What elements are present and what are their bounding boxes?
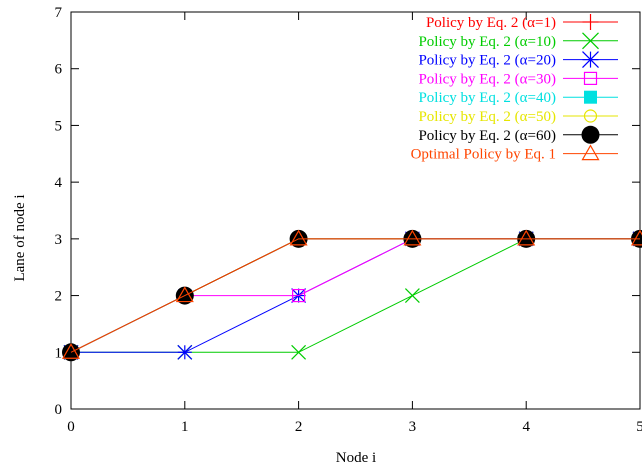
star-marker	[177, 344, 193, 360]
circle-marker	[581, 125, 600, 144]
star-marker	[582, 51, 599, 69]
circle-marker	[583, 109, 598, 123]
cross-marker	[582, 32, 599, 50]
y-tick-label: 2	[55, 289, 63, 305]
x-axis-label: Node i	[336, 450, 376, 466]
legend-item: Policy by Eq. 2 (α=60)	[418, 125, 618, 144]
triangle-marker	[175, 286, 194, 303]
legend-item: Policy by Eq. 2 (α=50)	[418, 109, 618, 125]
triangle-marker	[289, 229, 308, 246]
y-tick-label: 3	[55, 232, 63, 248]
legend-item: Policy by Eq. 2 (α=10)	[418, 32, 618, 50]
y-tick-label: 0	[55, 402, 63, 418]
legend-label: Optimal Policy by Eq. 1	[411, 147, 556, 163]
legend-item: Optimal Policy by Eq. 1	[411, 144, 618, 163]
legend-label: Policy by Eq. 2 (α=60)	[418, 128, 556, 144]
x-tick-label: 4	[522, 419, 530, 435]
cross-marker	[291, 344, 307, 360]
y-tick-label: 5	[55, 118, 63, 134]
legend-item: Policy by Eq. 2 (α=40)	[418, 90, 618, 106]
y-axis-label: Lane of node i	[12, 194, 28, 281]
legend-item: Policy by Eq. 2 (α=1)	[426, 14, 618, 31]
legend-item: Policy by Eq. 2 (α=20)	[418, 51, 618, 69]
legend-label: Policy by Eq. 2 (α=10)	[418, 34, 556, 50]
square-marker	[292, 288, 306, 303]
x-axis-ticks: 0 1 2 3 4 5	[67, 12, 642, 435]
legend-label: Policy by Eq. 2 (α=20)	[418, 53, 556, 69]
triangle-marker	[403, 229, 422, 246]
legend-label: Policy by Eq. 2 (α=50)	[418, 109, 556, 125]
triangle-marker	[630, 229, 642, 246]
x-tick-label: 0	[67, 419, 75, 435]
x-tick-label: 2	[295, 419, 303, 435]
plot-frame	[70, 11, 641, 410]
legend-label: Policy by Eq. 2 (α=1)	[426, 15, 556, 31]
legend-label: Policy by Eq. 2 (α=30)	[418, 71, 556, 87]
series-8	[61, 229, 642, 359]
y-tick-label: 1	[55, 345, 63, 361]
x-tick-label: 5	[636, 419, 642, 435]
x-tick-label: 1	[181, 419, 189, 435]
x-tick-label: 3	[409, 419, 417, 435]
triangle-marker	[581, 144, 600, 161]
legend-item: Policy by Eq. 2 (α=30)	[418, 71, 618, 87]
plot-border	[70, 11, 641, 410]
triangle-marker	[61, 343, 81, 359]
series-layer	[61, 229, 642, 362]
y-tick-label: 7	[55, 5, 63, 21]
series-line	[70, 238, 640, 353]
y-tick-label: 6	[55, 62, 63, 78]
legend: Policy by Eq. 2 (α=1) Policy by Eq. 2 (α=…	[411, 14, 618, 163]
triangle-marker	[517, 229, 536, 246]
y-tick-label: 4	[55, 175, 63, 191]
square-marker	[583, 71, 598, 86]
square-marker	[584, 90, 597, 104]
cross-marker	[404, 288, 420, 303]
legend-label: Policy by Eq. 2 (α=40)	[418, 90, 556, 106]
